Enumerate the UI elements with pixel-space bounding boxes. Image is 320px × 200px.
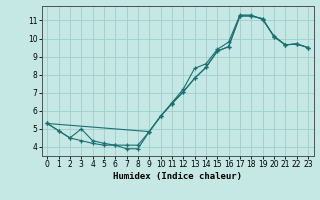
X-axis label: Humidex (Indice chaleur): Humidex (Indice chaleur) bbox=[113, 172, 242, 181]
